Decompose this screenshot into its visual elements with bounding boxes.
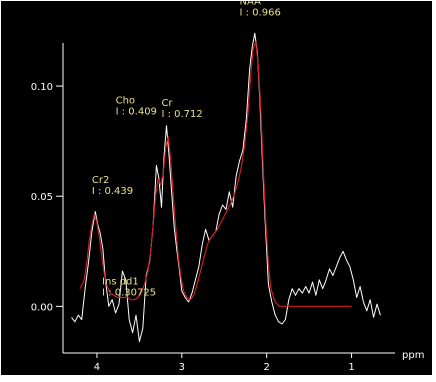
x-tick-label: 2 bbox=[264, 362, 270, 373]
peak-integral: I : 0.439 bbox=[92, 186, 133, 197]
measured-spectrum-line bbox=[71, 32, 381, 343]
peak-integral: I : 0.966 bbox=[240, 8, 281, 19]
spectrum-chart-panel: 0.00 0.05 0.10 4 3 2 1 ppm Cr2 I : 0.439 Cho I : 0… bbox=[1, 1, 432, 375]
y-tick-label: 0.05 bbox=[31, 192, 53, 203]
peak-name: Cr bbox=[161, 98, 173, 109]
peak-name: Cho bbox=[116, 96, 135, 107]
peak-integral: I : 0.409 bbox=[116, 107, 157, 118]
x-tick-label: 4 bbox=[94, 362, 100, 373]
x-axis-label: ppm bbox=[402, 350, 424, 361]
peak-integral: I : 0.30725 bbox=[102, 287, 156, 298]
axes: 0.00 0.05 0.10 4 3 2 1 ppm bbox=[31, 43, 424, 373]
spectrum-curves bbox=[71, 32, 381, 343]
x-tick-label: 1 bbox=[348, 362, 354, 373]
y-tick-label: 0.10 bbox=[31, 82, 53, 93]
peak-label-cr: CrI : 0.712 bbox=[161, 98, 202, 120]
peak-name: Cr2 bbox=[92, 175, 109, 186]
peak-name: NAA bbox=[240, 1, 262, 8]
fitted-spectrum-line bbox=[79, 41, 352, 307]
y-tick-label: 0.00 bbox=[31, 302, 53, 313]
x-tick-label: 3 bbox=[179, 362, 185, 373]
peak-integral: I : 0.712 bbox=[161, 109, 202, 120]
peak-name: Ins dd1 bbox=[102, 276, 139, 287]
